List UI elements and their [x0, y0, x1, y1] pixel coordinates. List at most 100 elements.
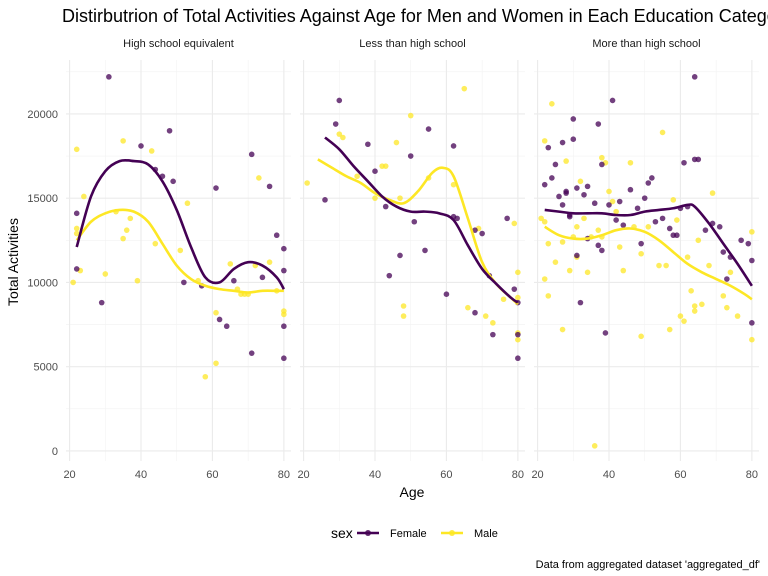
legend-item-male: Male — [441, 528, 498, 540]
x-tick-label: 60 — [206, 469, 218, 481]
data-point-male — [372, 195, 378, 201]
data-point-female — [599, 161, 605, 168]
data-point-male — [102, 271, 109, 277]
data-point-female — [106, 74, 112, 80]
data-point-female — [397, 252, 403, 259]
data-point-male — [695, 237, 702, 244]
smooth-line-male — [75, 208, 284, 294]
data-point-male — [515, 294, 521, 301]
data-point-male — [609, 198, 616, 205]
data-point-male — [256, 175, 262, 181]
data-point-male — [281, 311, 287, 318]
data-point-female — [166, 127, 173, 134]
data-point-female — [223, 323, 230, 330]
data-point-female — [591, 200, 598, 207]
data-point-female — [638, 240, 644, 247]
legend-key-point — [449, 530, 455, 536]
data-point-male — [134, 277, 141, 284]
data-point-female — [216, 316, 223, 323]
data-point-male — [382, 163, 389, 169]
data-point-male — [397, 195, 403, 201]
data-point-female — [386, 272, 393, 279]
data-point-female — [613, 217, 619, 223]
data-point-female — [599, 247, 605, 254]
data-point-male — [549, 101, 555, 107]
data-point-female — [745, 240, 752, 247]
data-point-female — [641, 195, 648, 201]
data-point-male — [515, 336, 521, 343]
data-point-male — [152, 240, 159, 247]
data-point-female — [472, 309, 478, 316]
data-point-female — [674, 232, 680, 239]
data-point-female — [574, 252, 580, 259]
data-point-female — [231, 277, 237, 284]
x-tick-label: 40 — [369, 469, 381, 481]
facet-strip-label: More than high school — [592, 38, 700, 50]
data-point-female — [691, 74, 698, 80]
data-point-female — [595, 242, 602, 249]
data-point-male — [566, 267, 573, 274]
x-tick-label: 20 — [531, 469, 543, 481]
data-point-male — [202, 373, 209, 380]
data-point-male — [659, 129, 666, 136]
smooth-line-female — [324, 136, 519, 304]
data-point-male — [148, 148, 155, 154]
x-tick-label: 40 — [135, 469, 147, 481]
data-point-female — [659, 215, 666, 222]
data-point-male — [123, 227, 130, 233]
data-point-female — [73, 210, 80, 217]
x-tick-label: 40 — [603, 469, 615, 481]
legend-item-female: Female — [357, 528, 427, 540]
data-point-female — [616, 198, 623, 205]
data-point-male — [656, 262, 662, 269]
data-point-male — [336, 131, 343, 137]
data-point-male — [674, 217, 680, 223]
data-point-female — [454, 215, 460, 222]
data-point-female — [749, 320, 755, 326]
data-point-male — [691, 308, 698, 314]
data-point-male — [691, 303, 698, 309]
data-point-male — [400, 313, 407, 319]
data-point-male — [120, 235, 126, 242]
data-point-female — [570, 136, 577, 142]
facet-panels: High school equivalent 20 40 60 80 0 5000 10000… — [27, 38, 759, 481]
y-tick-label: 15000 — [27, 193, 58, 205]
facet-strip-label: Less than high school — [359, 38, 465, 50]
data-point-female — [627, 186, 634, 193]
data-point-female — [556, 193, 562, 200]
data-point-male — [670, 197, 677, 203]
data-point-male — [227, 261, 234, 267]
data-point-female — [720, 249, 727, 255]
smooth-line-female — [544, 203, 753, 287]
data-point-female — [577, 299, 584, 306]
data-point-female — [382, 203, 389, 210]
data-point-female — [443, 291, 450, 297]
x-tick-label: 80 — [278, 469, 290, 481]
chart-title: Distirbutrion of Total Activities Agains… — [62, 6, 768, 26]
data-point-male — [681, 318, 687, 324]
data-point-male — [511, 220, 518, 227]
data-point-female — [504, 215, 510, 222]
data-point-male — [213, 360, 219, 367]
data-point-male — [638, 333, 644, 340]
data-point-female — [138, 143, 144, 149]
chart-caption: Data from aggregated dataset 'aggregated… — [536, 559, 760, 571]
data-point-male — [482, 313, 489, 319]
data-point-male — [304, 180, 310, 186]
data-point-male — [699, 301, 705, 308]
data-point-female — [365, 141, 371, 148]
data-point-male — [684, 254, 691, 260]
data-point-male — [538, 215, 544, 222]
data-point-female — [422, 247, 428, 254]
data-point-male — [638, 250, 644, 257]
data-point-female — [559, 139, 566, 146]
data-point-male — [591, 443, 598, 449]
data-point-female — [649, 175, 655, 181]
y-tick-label: 0 — [52, 446, 58, 458]
data-point-female — [281, 245, 287, 252]
data-point-female — [450, 143, 457, 149]
data-point-male — [490, 320, 496, 326]
data-point-male — [545, 240, 552, 247]
y-tick-label: 20000 — [27, 109, 58, 121]
